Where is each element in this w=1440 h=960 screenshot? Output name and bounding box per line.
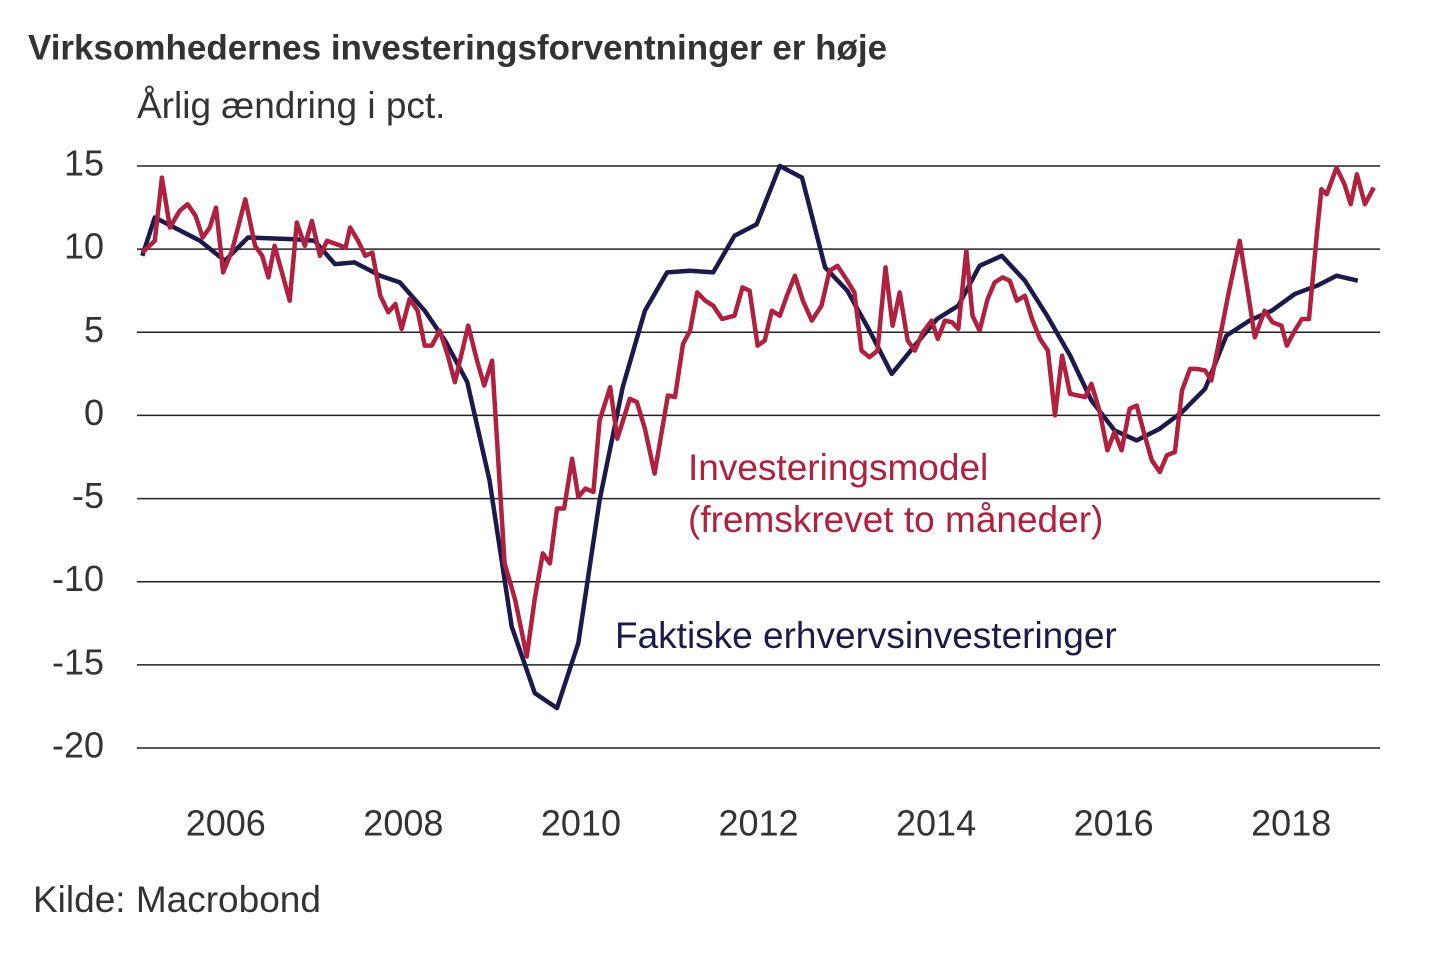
annotation: Faktiske erhvervsinvesteringer [615,615,1117,656]
y-tick-label: -15 [52,641,104,682]
x-tick-label: 2014 [896,803,976,844]
annotation: (fremskrevet to måneder) [688,499,1103,540]
annotation: Investeringsmodel [688,447,988,488]
x-tick-label: 2012 [718,803,798,844]
y-tick-label: 10 [64,226,104,267]
y-tick-label: -10 [52,558,104,599]
x-tick-label: 2016 [1074,803,1154,844]
y-tick-label: 5 [84,309,104,350]
y-tick-label: 15 [64,143,104,184]
x-tick-label: 2006 [186,803,266,844]
x-tick-label: 2008 [363,803,443,844]
y-tick-label: 0 [84,392,104,433]
x-tick-label: 2018 [1251,803,1331,844]
y-tick-label: -5 [72,475,104,516]
series-line [140,165,1376,659]
chart-title: Virksomhedernes investeringsforventninge… [28,28,887,67]
chart-subtitle: Årlig ændring i pct. [137,85,445,126]
source: Kilde: Macrobond [33,879,321,920]
x-tick-label: 2010 [541,803,621,844]
y-tick-label: -20 [52,725,104,766]
